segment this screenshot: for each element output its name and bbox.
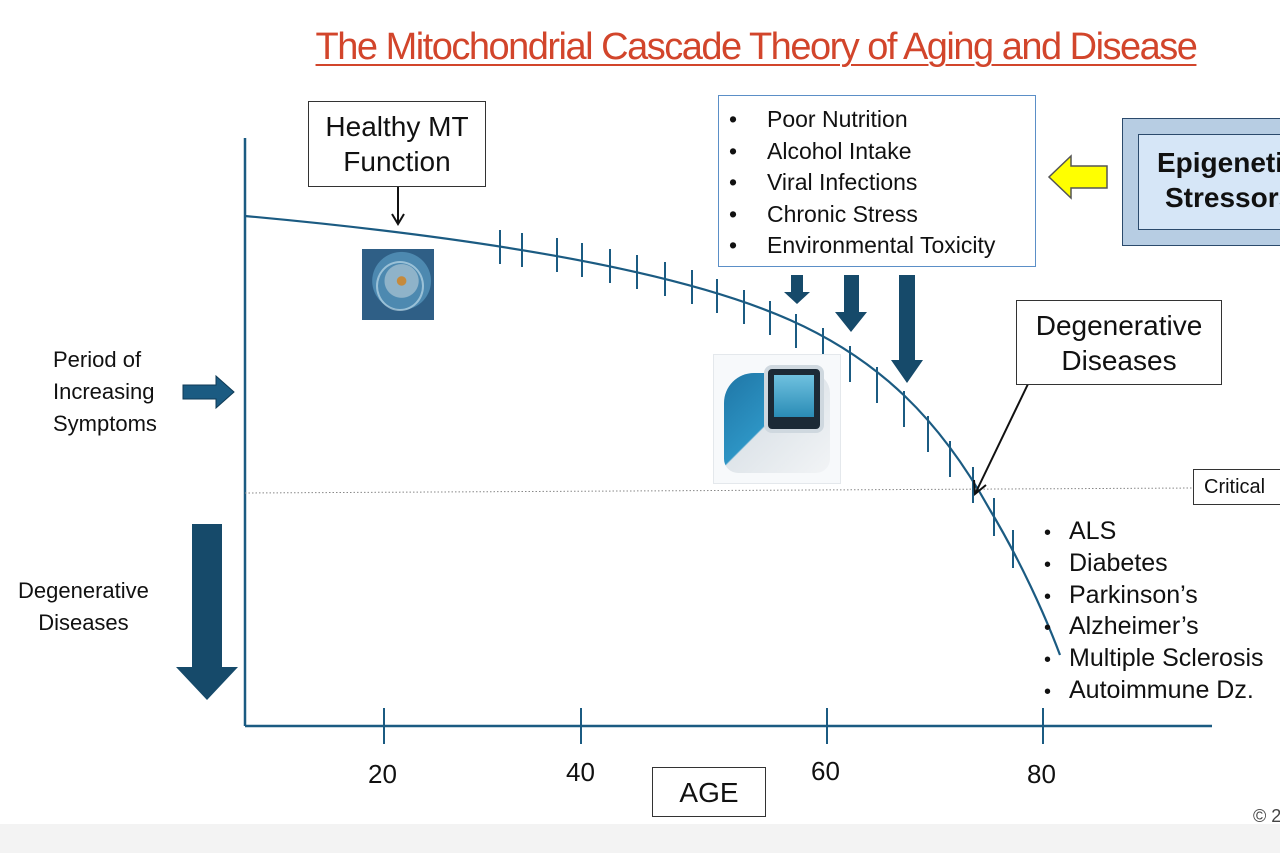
epigenetic-stressors-box: Epigenetic Stressors (1138, 134, 1280, 230)
degen-side-line2: Diseases (38, 610, 129, 635)
list-item: • Environmental Toxicity (729, 232, 996, 258)
disease-list: • ALS • Diabetes • Parkinson’s • Alzheimer’s… (1044, 516, 1264, 707)
epigenetic-label-line1: Epigenetic (1157, 147, 1280, 178)
stressor-arrow-small (784, 275, 810, 304)
healthy-label-line2: Function (343, 146, 451, 177)
list-item: • Parkinson’s (1044, 580, 1198, 609)
degenerative-label-line2: Diseases (1061, 344, 1177, 376)
degenerative-label-line1: Degenerative (1035, 309, 1203, 341)
list-item: • Diabetes (1044, 548, 1168, 577)
age-axis-label: AGE (652, 767, 766, 817)
list-item: • Autoimmune Dz. (1044, 675, 1254, 704)
list-item: • ALS (1044, 517, 1117, 545)
stressor-list: • Poor Nutrition • Alcohol Intake • Viral I… (729, 104, 1035, 262)
x-tick-label-60: 60 (811, 756, 840, 786)
analyzer-screen (764, 365, 824, 433)
list-item: • Multiple Sclerosis (1044, 644, 1264, 673)
period-right-arrow (182, 374, 235, 410)
healthy-label-line1: Healthy MT (325, 111, 469, 142)
degenerative-pointer-arrow (973, 383, 1029, 496)
critical-threshold-line (244, 487, 1194, 494)
list-item: • Alcohol Intake (729, 137, 912, 164)
healthy-pointer-arrow (391, 186, 405, 226)
stressor-arrow-large (891, 275, 923, 383)
critical-threshold-label: Critical (1193, 469, 1280, 505)
cell-image (362, 249, 434, 320)
x-tick-label-20: 20 (368, 759, 397, 789)
epigenetic-yellow-arrow (1047, 154, 1108, 200)
bottom-bar (0, 824, 1280, 853)
healthy-mt-function-box: Healthy MT Function (308, 101, 486, 187)
stressor-arrow-medium (835, 275, 867, 332)
x-tick-label-80: 80 (1027, 759, 1056, 789)
diagram-title: The Mitochondrial Cascade Theory of Agin… (315, 26, 1198, 68)
list-item: • Chronic Stress (729, 200, 918, 227)
copyright-notice: © 2 (1253, 806, 1280, 826)
mitochondrial-decline-curve (244, 214, 1062, 656)
epigenetic-label-line2: Stressors (1165, 182, 1280, 213)
degenerative-diseases-side-label: Degenerative Diseases (18, 575, 149, 639)
degen-side-line1: Degenerative (18, 578, 149, 603)
period-label-line1: Period of (53, 347, 142, 372)
stressors-box: • Poor Nutrition • Alcohol Intake • Viral I… (718, 95, 1036, 267)
list-item: • Viral Infections (729, 169, 918, 195)
period-label-line3: Symptoms (53, 411, 157, 436)
list-item: • Alzheimer’s (1044, 612, 1199, 641)
degenerative-diseases-box: Degenerative Diseases (1016, 300, 1222, 385)
x-tick-label-40: 40 (566, 757, 595, 787)
analyzer-image (713, 354, 841, 484)
list-item: • Poor Nutrition (729, 106, 908, 132)
period-of-increasing-symptoms-label: Period of Increasing Symptoms (53, 344, 157, 440)
degenerative-down-arrow (176, 524, 238, 700)
period-label-line2: Increasing (53, 379, 155, 404)
